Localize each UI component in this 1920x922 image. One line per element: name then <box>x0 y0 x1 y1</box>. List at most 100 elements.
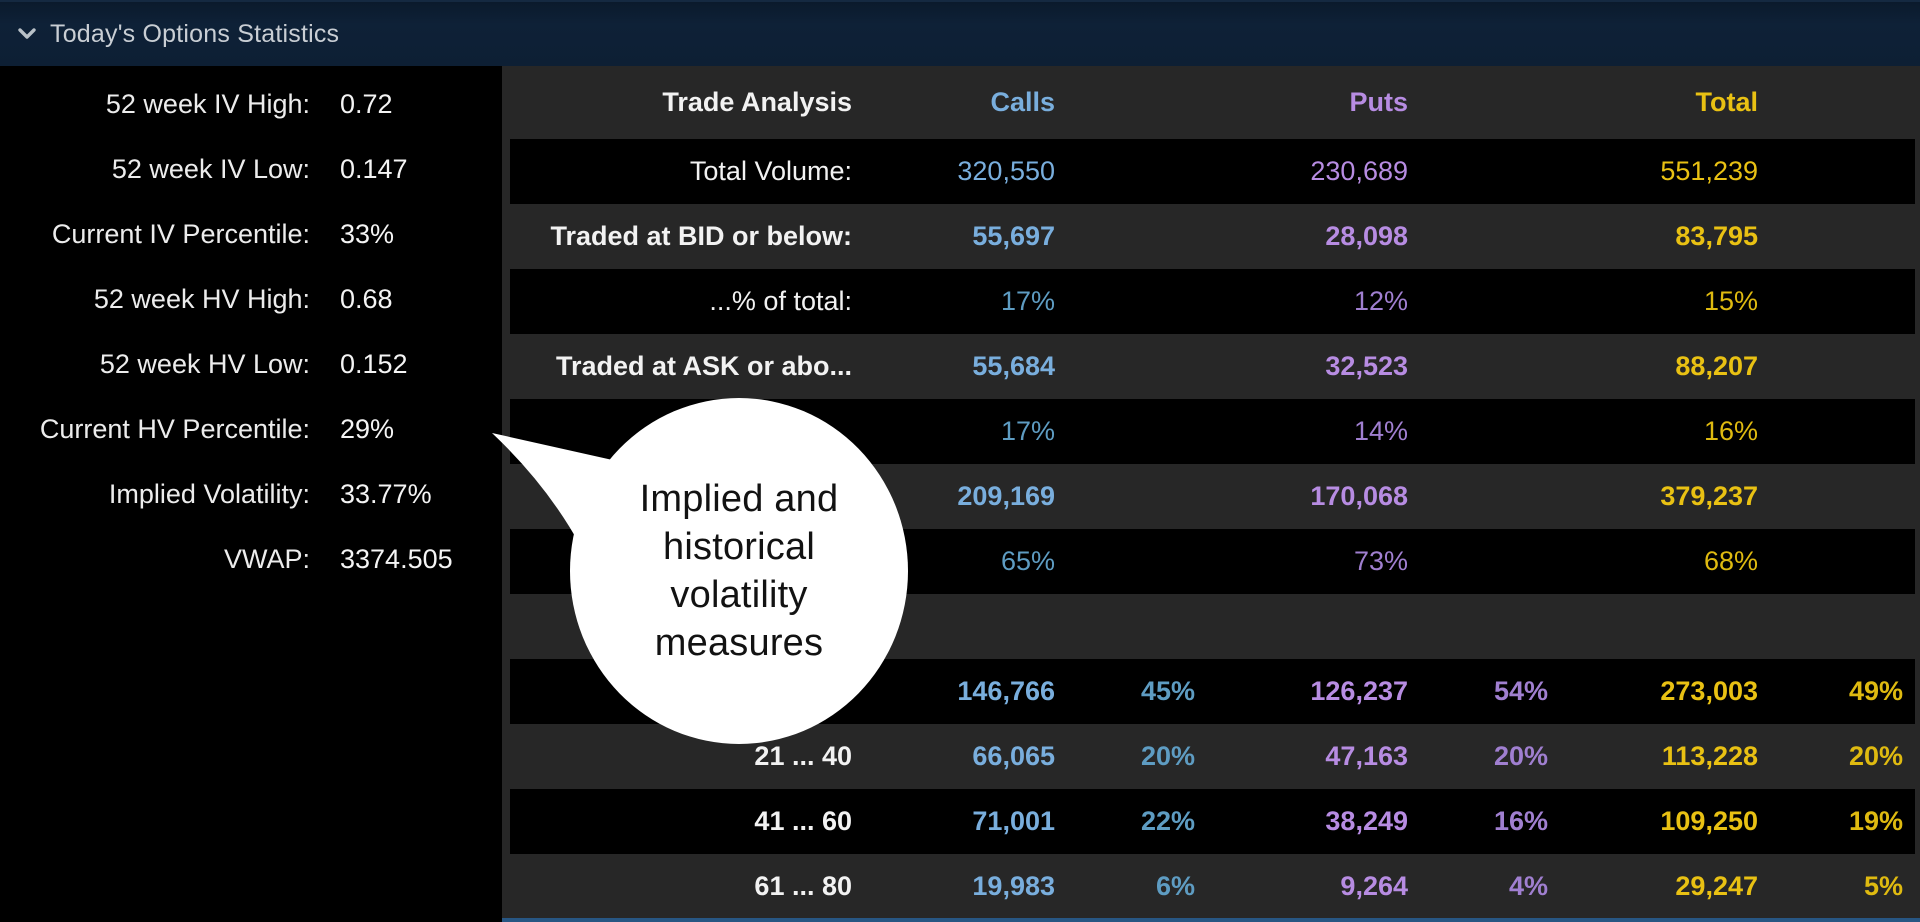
stat-label: 52 week HV High: <box>93 284 310 314</box>
calls-volume: 65% <box>1000 546 1055 576</box>
puts-percent: 20% <box>1493 741 1548 771</box>
total-volume: 379,237 <box>1660 481 1758 511</box>
stat-row: 52 week IV High: 0.72 <box>0 72 502 137</box>
stat-row: 52 week HV High: 0.68 <box>0 267 502 332</box>
stat-label: 52 week IV High: <box>105 89 310 119</box>
total-volume: 273,003 <box>1660 676 1758 706</box>
puts-volume: 9,264 <box>1340 871 1408 901</box>
calls-percent: 6% <box>1155 871 1195 901</box>
calls-percent: 22% <box>1140 806 1195 836</box>
table-row: 21 ... 40 66,065 20% 47,163 20% 113,228 … <box>502 724 1920 789</box>
stat-label: 52 week HV Low: <box>99 349 310 379</box>
table-bottom-border <box>502 918 1920 922</box>
row-label: Traded at BID or below: <box>550 221 852 251</box>
row-label: ...% of total: <box>709 286 852 316</box>
total-volume: 88,207 <box>1675 351 1758 381</box>
puts-volume: 32,523 <box>1325 351 1408 381</box>
table-row: 41 ... 60 71,001 22% 38,249 16% 109,250 … <box>502 789 1920 854</box>
puts-percent: 16% <box>1493 806 1548 836</box>
table-row: 65% 73% 68% <box>502 529 1920 594</box>
total-volume: 29,247 <box>1675 871 1758 901</box>
stat-row: VWAP: 3374.505 <box>0 527 502 592</box>
row-label: 21 ... 40 <box>754 741 852 771</box>
stat-label: VWAP: <box>223 544 310 574</box>
table-row: Traded at ASK or abo... 55,684 32,523 88… <box>502 334 1920 399</box>
puts-volume: 170,068 <box>1310 481 1408 511</box>
section-header[interactable]: Today's Options Statistics <box>0 0 1920 66</box>
total-volume: 15% <box>1703 286 1758 316</box>
stat-row: 52 week HV Low: 0.152 <box>0 332 502 397</box>
stat-value: 33.77% <box>340 479 432 509</box>
stat-label: 52 week IV Low: <box>111 154 310 184</box>
column-header-total: Total <box>1695 87 1759 117</box>
calls-volume: 19,983 <box>972 871 1055 901</box>
calls-volume: 17% <box>1000 416 1055 446</box>
stat-label: Current IV Percentile: <box>51 219 310 249</box>
stat-label: Current HV Percentile: <box>39 414 310 444</box>
total-percent: 19% <box>1848 806 1903 836</box>
calls-percent: 45% <box>1140 676 1195 706</box>
total-percent: 20% <box>1848 741 1903 771</box>
puts-volume: 14% <box>1353 416 1408 446</box>
calls-volume: 66,065 <box>972 741 1055 771</box>
table-row: 61 ... 80 19,983 6% 9,264 4% 29,247 5% <box>502 854 1920 919</box>
calls-volume: 320,550 <box>957 156 1055 186</box>
row-label: 41 ... 60 <box>754 806 852 836</box>
calls-percent: 20% <box>1140 741 1195 771</box>
total-volume: 109,250 <box>1660 806 1758 836</box>
stat-value: 29% <box>340 414 395 444</box>
row-label: Total Volume: <box>689 156 852 186</box>
total-volume: 83,795 <box>1675 221 1758 251</box>
chevron-down-icon[interactable] <box>16 23 38 45</box>
calls-volume: 55,684 <box>972 351 1055 381</box>
total-volume: 551,239 <box>1660 156 1758 186</box>
total-volume: 16% <box>1703 416 1758 446</box>
column-header-trade-analysis: Trade Analysis <box>662 87 852 117</box>
table-row <box>502 594 1920 659</box>
puts-volume: 12% <box>1353 286 1408 316</box>
table-row: 146,766 45% 126,237 54% 273,003 49% <box>502 659 1920 724</box>
calls-volume: 55,697 <box>972 221 1055 251</box>
puts-volume: 38,249 <box>1325 806 1408 836</box>
table-header-row: Trade Analysis Calls Puts Total <box>502 66 1920 139</box>
calls-volume: 209,169 <box>957 481 1055 511</box>
table-body: Total Volume: 320,550 230,689 551,239 Tr… <box>502 139 1920 919</box>
stat-row: 52 week IV Low: 0.147 <box>0 137 502 202</box>
puts-volume: 230,689 <box>1310 156 1408 186</box>
puts-percent: 4% <box>1508 871 1548 901</box>
puts-volume: 47,163 <box>1325 741 1408 771</box>
total-volume: 113,228 <box>1661 741 1758 771</box>
calls-volume: 17% <box>1000 286 1055 316</box>
puts-percent: 54% <box>1493 676 1548 706</box>
total-volume: 68% <box>1703 546 1758 576</box>
stat-value: 0.72 <box>340 89 393 119</box>
trade-analysis-table: Trade Analysis Calls Puts Total Total Vo… <box>502 66 1920 922</box>
stat-row: Current HV Percentile: 29% <box>0 397 502 462</box>
column-header-calls: Calls <box>990 87 1055 117</box>
stat-value: 0.68 <box>340 284 393 314</box>
volatility-stats-panel: 52 week IV High: 0.72 52 week IV Low: 0.… <box>0 66 502 922</box>
table-row: 17% 14% 16% <box>502 399 1920 464</box>
puts-volume: 73% <box>1353 546 1408 576</box>
section-title: Today's Options Statistics <box>50 19 340 48</box>
table-row: Traded at BID or below: 55,697 28,098 83… <box>502 204 1920 269</box>
stat-value: 33% <box>340 219 395 249</box>
calls-volume: 146,766 <box>957 676 1055 706</box>
row-label: Traded at ASK or abo... <box>555 351 852 381</box>
stat-row: Implied Volatility: 33.77% <box>0 462 502 527</box>
calls-volume: 71,001 <box>972 806 1055 836</box>
stat-value: 0.147 <box>340 154 408 184</box>
total-percent: 49% <box>1848 676 1903 706</box>
table-row: Total Volume: 320,550 230,689 551,239 <box>502 139 1920 204</box>
row-label: 61 ... 80 <box>754 871 852 901</box>
table-row: 209,169 170,068 379,237 <box>502 464 1920 529</box>
puts-volume: 126,237 <box>1310 676 1408 706</box>
stat-value: 0.152 <box>340 349 408 379</box>
column-header-puts: Puts <box>1349 87 1408 117</box>
puts-volume: 28,098 <box>1325 221 1408 251</box>
stat-label: Implied Volatility: <box>108 479 310 509</box>
stat-row: Current IV Percentile: 33% <box>0 202 502 267</box>
stat-value: 3374.505 <box>340 544 453 574</box>
table-row: ...% of total: 17% 12% 15% <box>502 269 1920 334</box>
